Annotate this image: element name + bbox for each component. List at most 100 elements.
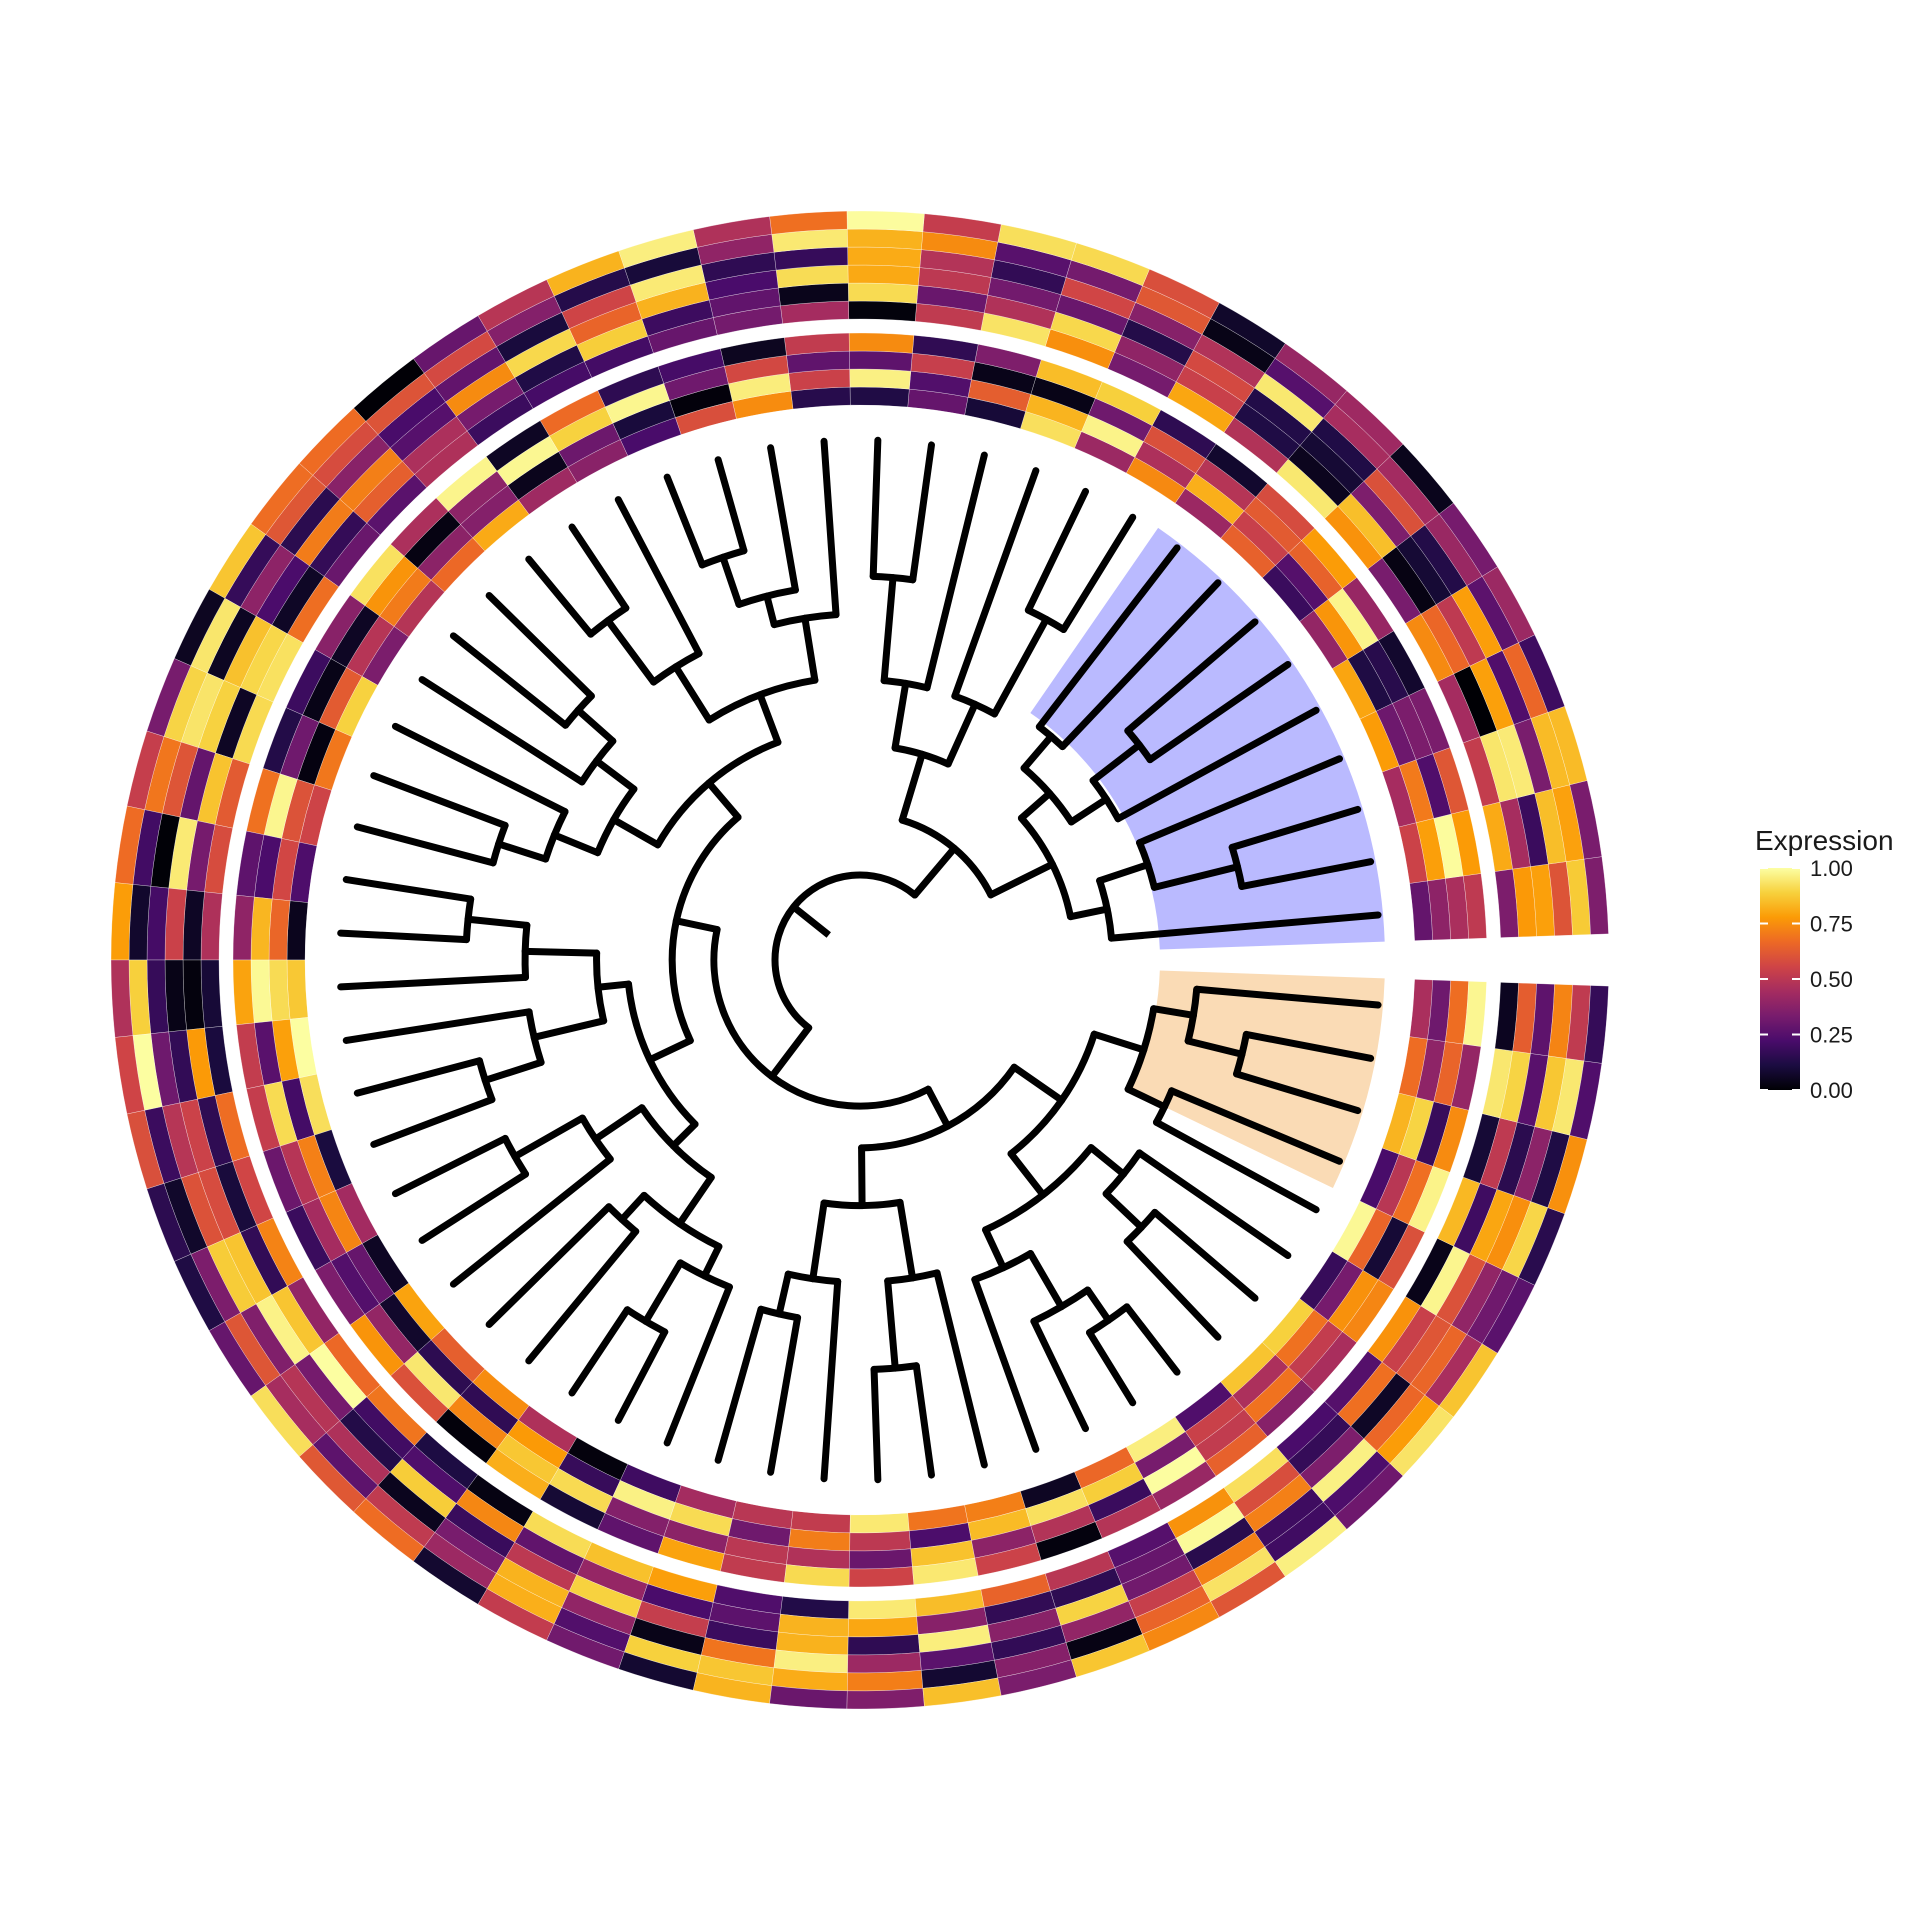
tree-branch-43 <box>768 1024 813 1081</box>
heatmap-cell-r1-c4-t15 <box>848 332 915 354</box>
tree-arc-176 <box>771 871 919 1032</box>
tree-branch-57 <box>672 663 713 724</box>
tree-branch-89 <box>337 973 530 991</box>
tree-branch-76 <box>370 772 509 829</box>
heatmap-cell-r1-c3-t30 <box>250 896 273 961</box>
tree-branch-38 <box>869 436 882 580</box>
tree-arc-33 <box>951 692 999 718</box>
tree-arc-98 <box>593 949 608 1025</box>
heatmap-cell-r2-c6-t15 <box>846 210 925 232</box>
tree-arc-54 <box>698 547 748 569</box>
tree-branch-127 <box>714 1305 765 1464</box>
tree-arc-39 <box>869 572 917 584</box>
heatmap-cell-r2-c2-t15 <box>848 282 919 304</box>
heatmap-cell-r2-c4-t15 <box>847 246 922 268</box>
tree-branch-17 <box>1124 618 1259 735</box>
tree-branch-53 <box>663 473 706 569</box>
tree-branch-153 <box>1102 1190 1145 1231</box>
heatmap-cell-r1-c2-t31 <box>268 959 291 1022</box>
tree-branch-132 <box>896 1198 917 1282</box>
tree-arc-104 <box>501 1134 530 1178</box>
heatmap-cell-r1-c1-t46 <box>849 1512 910 1534</box>
tree-branch-157 <box>1135 1149 1292 1260</box>
tree-arc-122 <box>668 813 742 1045</box>
tree-branch-91 <box>530 1017 608 1041</box>
tree-branch-110 <box>525 1227 640 1365</box>
heatmap-cell-r1-c4-t60 <box>1463 981 1487 1047</box>
tree-root <box>791 904 831 938</box>
legend-tick-label-3: 0.75 <box>1810 912 1853 937</box>
tree-branch-105 <box>449 1155 614 1288</box>
tree-branch-6 <box>1238 858 1375 890</box>
tree-arc-25 <box>1017 814 1074 921</box>
tree-arc-136 <box>870 1362 920 1373</box>
tree-arc-78 <box>489 821 509 867</box>
tree-branch-92 <box>342 1008 533 1044</box>
tree-branch-125 <box>809 1199 828 1283</box>
legend-title: Expression <box>1755 825 1894 856</box>
tree-branch-85 <box>464 915 531 929</box>
tree-branch-135 <box>912 1362 935 1479</box>
tree-branch-109 <box>485 1203 613 1328</box>
tree-branch-168 <box>1242 1030 1375 1062</box>
tree-branch-67 <box>574 706 617 745</box>
tree-branch-154 <box>1123 1238 1222 1341</box>
tree-branch-34 <box>891 679 910 752</box>
tree-branch-133 <box>884 1277 899 1372</box>
tree-arc-23 <box>1035 723 1067 751</box>
tree-arc-72 <box>578 737 617 786</box>
legend-tick-label-0: 0.00 <box>1810 1078 1853 1103</box>
tree-arc-158 <box>1102 1149 1143 1198</box>
tree-branch-86 <box>342 876 475 903</box>
tree-branch-145 <box>1030 1317 1090 1433</box>
tree-branch-48 <box>820 437 840 619</box>
tree-branch-108 <box>618 1191 648 1223</box>
tree-branch-9 <box>1136 755 1343 847</box>
heatmap-cell-r1-c1-t15 <box>849 386 910 408</box>
tree-branch-165 <box>1150 1005 1197 1019</box>
tree-branch-163 <box>1168 1087 1343 1165</box>
tree-branch-170 <box>1193 985 1382 1009</box>
tree-branch-73 <box>550 831 602 857</box>
tree-branch-93 <box>481 1058 545 1084</box>
heatmap-cell-r1-c2-t46 <box>849 1530 911 1552</box>
tree-branch-21 <box>1059 579 1222 751</box>
tree-arc-81 <box>654 738 782 849</box>
tree-arc-116 <box>623 1306 669 1336</box>
legend-tick-label-1: 0.25 <box>1810 1023 1853 1048</box>
tree-arc-79 <box>542 808 569 863</box>
tree-arc-151 <box>971 1250 1035 1283</box>
tree-arc-31 <box>1024 606 1068 633</box>
tree-branch-146 <box>1084 1286 1112 1324</box>
tree-branch-126 <box>775 1270 792 1318</box>
tree-arc-156 <box>1123 1208 1159 1246</box>
tree-branch-22 <box>1035 544 1181 731</box>
tree-branch-27 <box>944 700 979 768</box>
heatmap-cell-r2-c5-t46 <box>847 1670 924 1692</box>
tree-arc-41 <box>891 744 952 768</box>
tree-branch-103 <box>418 1170 530 1244</box>
tree-branch-84 <box>521 947 601 957</box>
tree-branch-152 <box>1087 1144 1128 1178</box>
tree-arc-63 <box>650 649 703 686</box>
tree-branch-28 <box>991 615 1050 718</box>
heatmap-cell-r2-c1-t31 <box>200 959 223 1029</box>
legend-ticks: 0.00 0.25 0.50 0.75 1.00 <box>1760 856 1853 1103</box>
tree-arc-174 <box>858 1063 1018 1152</box>
heatmap-cell-r2-c3-t46 <box>847 1634 920 1656</box>
tree-branch-130 <box>820 1277 842 1483</box>
tree-branch-113 <box>642 1259 684 1325</box>
tree-branch-143 <box>971 1275 1040 1453</box>
tree-branch-74 <box>391 722 569 816</box>
heatmap-cell-r2-c6-t60 <box>1583 985 1609 1064</box>
tree-arc-120 <box>638 1104 715 1181</box>
heatmap-cell-r1-c1-t30 <box>286 900 309 961</box>
tree-branch-12 <box>1017 789 1054 822</box>
tree-arc-62 <box>587 604 630 638</box>
tree-branch-52 <box>714 456 748 555</box>
tree-arc-80 <box>594 785 638 857</box>
tree-arc-131 <box>784 1270 842 1285</box>
tree-branch-5 <box>1150 863 1242 891</box>
tree-branch-49 <box>763 592 778 629</box>
tree-branch-99 <box>669 1120 699 1150</box>
